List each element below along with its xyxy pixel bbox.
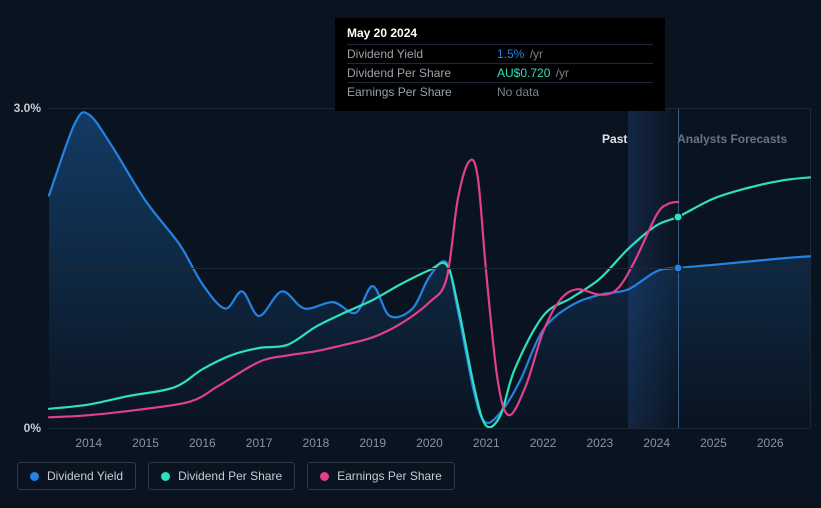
x-axis-tick: 2019 bbox=[359, 436, 386, 450]
series-marker bbox=[674, 264, 683, 273]
legend-item[interactable]: Dividend Per Share bbox=[148, 462, 295, 490]
tooltip-value: 1.5% /yr bbox=[497, 47, 543, 61]
x-axis-tick: 2021 bbox=[473, 436, 500, 450]
x-axis-labels: 2014 2015 2016 2017 2018 2019 2020 2021 2022 2023… bbox=[49, 436, 810, 456]
tooltip-row: Dividend Yield1.5% /yr bbox=[347, 44, 653, 63]
tooltip-value: AU$0.720 /yr bbox=[497, 66, 569, 80]
legend-label: Dividend Per Share bbox=[178, 469, 282, 483]
x-axis-tick: 2017 bbox=[246, 436, 273, 450]
legend-label: Dividend Yield bbox=[47, 469, 123, 483]
tooltip-value: No data bbox=[497, 85, 539, 99]
legend-item[interactable]: Earnings Per Share bbox=[307, 462, 455, 490]
x-axis-tick: 2024 bbox=[643, 436, 670, 450]
x-axis-tick: 2025 bbox=[700, 436, 727, 450]
gridline bbox=[49, 268, 810, 269]
y-axis-label-min: 0% bbox=[24, 421, 41, 435]
legend-swatch bbox=[161, 472, 170, 481]
tooltip-row: Earnings Per ShareNo data bbox=[347, 82, 653, 101]
x-axis-tick: 2016 bbox=[189, 436, 216, 450]
x-axis-tick: 2014 bbox=[75, 436, 102, 450]
x-axis-tick: 2022 bbox=[530, 436, 557, 450]
series-marker bbox=[674, 212, 683, 221]
x-axis-tick: 2023 bbox=[587, 436, 614, 450]
x-axis-tick: 2020 bbox=[416, 436, 443, 450]
tooltip-row: Dividend Per ShareAU$0.720 /yr bbox=[347, 63, 653, 82]
plot-area[interactable]: Past Analysts Forecasts 3.0% 0% 20142015… bbox=[49, 108, 811, 428]
tooltip-key: Dividend Yield bbox=[347, 47, 497, 61]
legend-swatch bbox=[320, 472, 329, 481]
dividend-chart: Past Analysts Forecasts 3.0% 0% 20142015… bbox=[0, 0, 821, 508]
y-axis-label-max: 3.0% bbox=[14, 101, 41, 115]
legend-label: Earnings Per Share bbox=[337, 469, 442, 483]
legend-item[interactable]: Dividend Yield bbox=[17, 462, 136, 490]
tooltip-title: May 20 2024 bbox=[347, 26, 653, 44]
x-axis-tick: 2015 bbox=[132, 436, 159, 450]
tooltip-key: Earnings Per Share bbox=[347, 85, 497, 99]
tooltip-key: Dividend Per Share bbox=[347, 66, 497, 80]
gridline bbox=[49, 428, 810, 429]
chart-tooltip: May 20 2024 Dividend Yield1.5% /yrDivide… bbox=[335, 18, 665, 111]
legend: Dividend Yield Dividend Per Share Earnings… bbox=[17, 462, 455, 490]
legend-swatch bbox=[30, 472, 39, 481]
x-axis-tick: 2026 bbox=[757, 436, 784, 450]
x-axis-tick: 2018 bbox=[303, 436, 330, 450]
